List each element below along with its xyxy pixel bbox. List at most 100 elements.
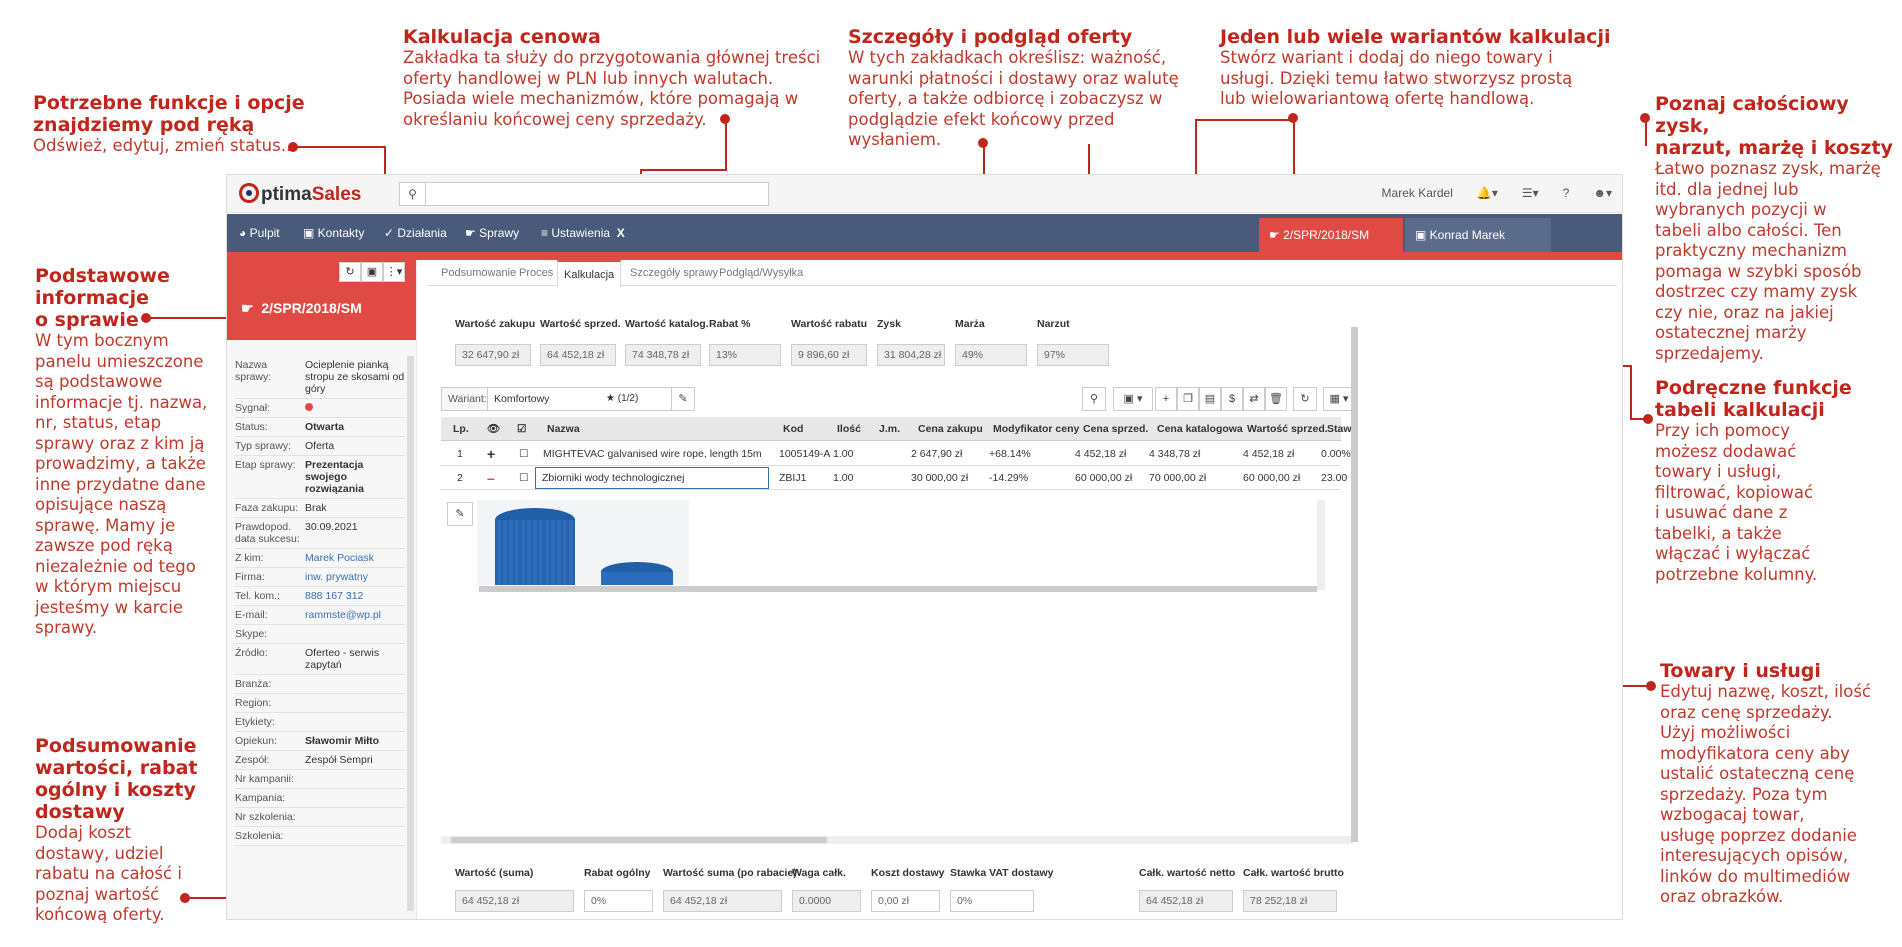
tab-szczegoly-sprawy[interactable]: Szczegóły sprawy [630, 267, 719, 279]
tab-proces[interactable]: Proces [519, 267, 554, 279]
optimasales-logo[interactable]: ptimaSales [239, 183, 361, 206]
cell-wartosc[interactable]: 60 000,00 zł [1243, 472, 1301, 484]
case-info-value[interactable]: Marek Pociask [305, 552, 374, 564]
open-tab-case[interactable]: ☛ 2/SPR/2018/SM Ociepl... X [1259, 218, 1403, 276]
case-info-value[interactable]: rammste@wp.pl [305, 609, 382, 621]
cell-ilosc[interactable]: 1.00 [833, 472, 854, 484]
tab-podglad-wysylka[interactable]: Podgląd/Wysyłka [719, 267, 804, 279]
tab-podsumowanie[interactable]: Podsumowanie [441, 267, 517, 279]
connector-line [725, 119, 727, 171]
nav-item-ustawienia[interactable]: ≡ Ustawienia X [541, 226, 625, 240]
column-header-lp[interactable]: Lp. [453, 423, 469, 435]
select-all-checkbox-icon[interactable]: ☑ [517, 423, 527, 435]
column-header-wartosc-sprzed[interactable]: Wartość sprzed. [1247, 423, 1328, 435]
topbar: ptimaSales ⚲ Marek Kardel 🔔▾ ☰▾ ? ☻▾ [227, 175, 1622, 213]
cell-cena-zakupu[interactable]: 30 000,00 zł [911, 472, 969, 484]
user-icon[interactable]: ☻▾ [1593, 186, 1612, 200]
annotation-szczegoly: Szczegóły i podgląd oferty W tych zakład… [848, 26, 1228, 151]
column-header-kod[interactable]: Kod [783, 423, 804, 435]
cell-wartosc[interactable]: 4 452,18 zł [1243, 448, 1295, 460]
menu-icon[interactable]: ☰▾ [1521, 186, 1539, 200]
column-header-cena-katalogowa[interactable]: Cena katalogowa [1157, 423, 1243, 435]
column-header-nazwa[interactable]: Nazwa [547, 423, 580, 435]
edit-variant-pencil-icon[interactable]: ✎ [671, 387, 695, 411]
open-tab-contact[interactable]: ▣ Konrad Marek (BestSe... X [1405, 218, 1551, 276]
move-icon[interactable]: ⇄ [1243, 387, 1265, 411]
more-options-icon[interactable]: ⋮▾ [383, 262, 405, 282]
footer-input-koszt-dostawy[interactable]: 0,00 zł [871, 890, 940, 912]
case-info-value[interactable]: 888 167 312 [305, 590, 364, 602]
columns-toggle-icon[interactable]: ▦ ▾ [1323, 387, 1355, 411]
footer-input-vat-dostawy[interactable]: 0% [950, 890, 1034, 912]
product-image [477, 500, 689, 585]
refresh-table-icon[interactable]: ↻ [1293, 387, 1317, 411]
nav-item-sprawy[interactable]: ☛ Sprawy [465, 226, 520, 240]
paste-icon[interactable]: ▤ [1199, 387, 1221, 411]
variant-selector[interactable]: Wariant: Komfortowy ★ (1/2) ⓘ▾ [441, 387, 695, 411]
cell-nazwa[interactable]: MIGHTEVAC galvanised wire rope, length 1… [543, 448, 762, 460]
connector-line [1630, 365, 1632, 420]
connector-dot [288, 142, 298, 152]
search-input[interactable] [426, 183, 768, 205]
delete-icon[interactable]: 🗑 [1265, 387, 1287, 411]
refresh-icon[interactable]: ↻ [339, 262, 361, 282]
case-info-value[interactable]: inw. prywatny [305, 571, 369, 583]
cell-cena-katalogowa[interactable]: 70 000,00 zł [1149, 472, 1207, 484]
table-row[interactable]: 1 + ☐ MIGHTEVAC galvanised wire rope, le… [441, 442, 1351, 466]
cell-modyfikator[interactable]: +68.14% [989, 448, 1031, 460]
column-header-cena-zakupu[interactable]: Cena zakupu [918, 423, 983, 435]
visibility-column-icon[interactable]: 👁 [487, 423, 501, 435]
column-header-cena-sprzed[interactable]: Cena sprzed. [1083, 423, 1149, 435]
variant-value[interactable]: Komfortowy [494, 393, 550, 405]
filter-search-icon[interactable]: ⚲ [1082, 387, 1106, 411]
nav-item-dzialania[interactable]: ✓ Działania [384, 226, 447, 240]
description-vscroll[interactable] [1317, 500, 1325, 590]
cell-kod[interactable]: ZBIJ1 [779, 472, 807, 484]
nav-item-pulpit[interactable]: ◕ Pulpit [239, 226, 280, 240]
user-name[interactable]: Marek Kardel [1381, 186, 1453, 200]
row-checkbox[interactable]: ☐ [519, 448, 529, 460]
search-icon[interactable]: ⚲ [400, 183, 426, 205]
connector-line [1645, 118, 1647, 146]
edit-description-pencil-icon[interactable]: ✎ [447, 502, 473, 526]
cell-ilosc[interactable]: 1.00 [833, 448, 854, 460]
cell-cena-zakupu[interactable]: 2 647,90 zł [911, 448, 963, 460]
case-info-value [305, 811, 405, 823]
add-icon[interactable]: + [1155, 387, 1177, 411]
table-row[interactable]: 2 – ☐ Zbiorniki wody technologicznej ZBI… [441, 466, 1347, 490]
cell-cena-sprzed[interactable]: 4 452,18 zł [1075, 448, 1127, 460]
sidebar-scrollbar[interactable] [407, 356, 414, 911]
table-scrollbar[interactable] [441, 836, 1353, 844]
summary-value: 74 348,78 zł [625, 344, 701, 366]
description-scrollbar[interactable] [479, 586, 1317, 592]
annotation-body: Dodaj koszt dostawy, udziel rabatu na cało… [35, 823, 182, 924]
column-header-ilosc[interactable]: Ilość [837, 423, 861, 435]
variant-count: ★ (1/2) [606, 393, 639, 404]
copy-icon[interactable]: ❐ [1177, 387, 1199, 411]
main-scrollbar[interactable] [1351, 327, 1358, 842]
case-info-key: Tel. kom.: [235, 590, 280, 602]
row-checkbox[interactable]: ☐ [519, 472, 529, 484]
cell-nazwa-editor[interactable]: Zbiorniki wody technologicznej [535, 467, 769, 489]
cell-stawka[interactable]: 0.00% [1321, 448, 1351, 460]
column-header-modyfikator[interactable]: Modyfikator ceny [993, 423, 1080, 435]
cell-stawka[interactable]: 23.00 [1321, 472, 1348, 484]
nav-item-kontakty[interactable]: ▣ Kontakty [303, 226, 365, 240]
footer-input-rabat[interactable]: 0% [584, 890, 653, 912]
lock-icon[interactable]: ▣ [361, 262, 383, 282]
global-search[interactable]: ⚲ [399, 182, 769, 206]
expand-plus-icon[interactable]: + [487, 446, 496, 462]
column-header-stawka[interactable]: Staw [1327, 423, 1352, 435]
add-product-dropdown-icon[interactable]: ▣ ▾ [1113, 387, 1153, 411]
column-header-jm[interactable]: J.m. [879, 423, 901, 435]
bell-icon[interactable]: 🔔▾ [1476, 186, 1498, 200]
cell-cena-sprzed[interactable]: 60 000,00 zł [1075, 472, 1133, 484]
tab-kalkulacja[interactable]: Kalkulacja [557, 260, 622, 287]
connector-dot [180, 893, 190, 903]
help-icon[interactable]: ? [1562, 186, 1570, 200]
cell-modyfikator[interactable]: -14.29% [989, 472, 1029, 484]
cell-kod[interactable]: 1005149-A [779, 448, 831, 460]
cell-cena-katalogowa[interactable]: 4 348,78 zł [1149, 448, 1201, 460]
price-icon[interactable]: $ [1221, 387, 1243, 411]
collapse-minus-icon[interactable]: – [487, 470, 495, 486]
